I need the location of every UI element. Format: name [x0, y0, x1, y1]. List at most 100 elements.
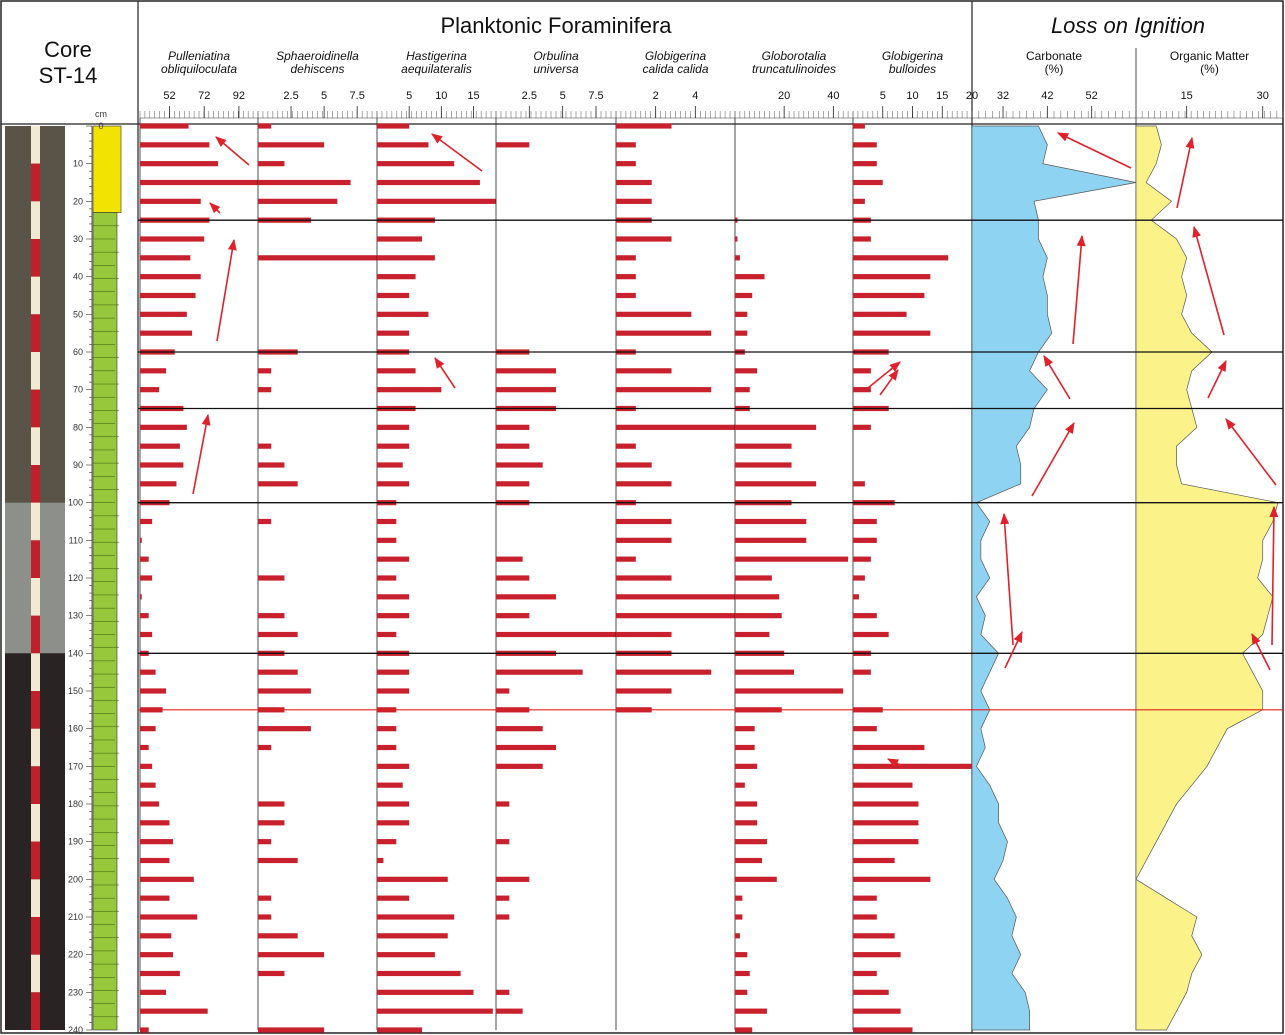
- abundance-bar: [377, 895, 410, 901]
- abundance-bar: [496, 368, 556, 374]
- abundance-bar: [616, 123, 672, 129]
- abundance-bar: [258, 161, 285, 167]
- species-tick-label: 7.5: [588, 90, 603, 102]
- abundance-bar: [377, 123, 410, 129]
- tape-segment: [31, 465, 40, 503]
- tape-segment: [31, 201, 40, 239]
- depth-tick-label: 150: [68, 686, 83, 696]
- tape-segment: [31, 841, 40, 880]
- abundance-bar: [140, 782, 156, 788]
- abundance-bar: [496, 387, 556, 393]
- tape-segment: [31, 540, 40, 578]
- trend-arrow: [434, 357, 456, 389]
- abundance-bar: [140, 857, 170, 864]
- species-tick-label: 20: [966, 90, 978, 102]
- abundance-bar: [140, 274, 201, 280]
- species-name-line1: Hastigerina: [406, 49, 467, 63]
- abundance-bar: [496, 688, 510, 694]
- species-tick-label: 4: [692, 90, 698, 102]
- abundance-bar: [853, 763, 972, 769]
- depth-tick-label: 100: [68, 498, 83, 508]
- abundance-bar: [258, 575, 285, 581]
- trend-arrow: [215, 136, 250, 166]
- abundance-bar: [258, 123, 272, 129]
- abundance-bar: [377, 933, 448, 939]
- abundance-bar: [377, 481, 410, 487]
- species-tick-label: 72: [198, 90, 210, 102]
- trend-arrow: [1225, 418, 1277, 486]
- abundance-bar: [496, 763, 543, 769]
- abundance-bar: [140, 594, 142, 600]
- abundance-bar: [140, 970, 180, 977]
- abundance-bar: [140, 462, 184, 468]
- depth-tick-label: 220: [68, 950, 83, 960]
- depth-tick-label: 0: [98, 121, 103, 131]
- abundance-bar: [140, 914, 198, 920]
- abundance-bar: [735, 914, 743, 920]
- abundance-bar: [140, 1027, 149, 1033]
- depth-tick-label: 200: [68, 874, 83, 884]
- abundance-bar: [377, 274, 416, 280]
- abundance-bar: [140, 255, 191, 261]
- abundance-bar: [140, 952, 173, 958]
- abundance-bar: [140, 895, 170, 901]
- abundance-bar: [496, 142, 530, 148]
- trend-arrow: [886, 758, 903, 768]
- trend-arrow: [879, 369, 899, 396]
- abundance-bar: [735, 443, 792, 449]
- abundance-bar: [140, 631, 153, 638]
- abundance-bar: [377, 462, 403, 468]
- abundance-bar: [258, 1027, 325, 1033]
- trend-arrow: [1000, 512, 1014, 646]
- abundance-bar: [616, 481, 672, 487]
- abundance-bar: [258, 387, 272, 393]
- abundance-bar: [853, 989, 889, 995]
- abundance-bar: [377, 857, 384, 864]
- abundance-bar: [377, 726, 397, 732]
- zone-boundaries: [138, 219, 1283, 711]
- abundance-bar: [853, 631, 889, 638]
- abundance-bar: [140, 744, 149, 751]
- trend-arrows: [192, 132, 1279, 768]
- abundance-bar: [140, 311, 187, 317]
- tape-segment: [31, 126, 40, 164]
- abundance-bar: [377, 914, 455, 920]
- abundance-bar: [735, 744, 755, 751]
- abundance-bar: [377, 782, 403, 788]
- abundance-bar: [735, 782, 745, 788]
- abundance-bar: [496, 989, 510, 995]
- abundance-bar: [496, 613, 530, 619]
- abundance-bar: [140, 123, 189, 129]
- abundance-bar: [735, 292, 753, 299]
- abundance-bar: [735, 1008, 767, 1014]
- abundance-bar: [258, 179, 351, 186]
- depth-tick-label: 210: [68, 912, 83, 922]
- tape-segment: [31, 653, 40, 691]
- abundance-bar: [377, 631, 397, 638]
- abundance-bar: [377, 970, 461, 977]
- depth-tick-label: 120: [68, 573, 83, 583]
- loi-name-line2: (%): [1200, 62, 1219, 76]
- abundance-bar: [735, 311, 748, 317]
- species-name-line2: calida calida: [642, 62, 708, 76]
- abundance-bar: [735, 462, 792, 468]
- abundance-bar: [140, 556, 149, 562]
- abundance-bar: [853, 537, 877, 543]
- abundance-bar: [140, 1008, 208, 1014]
- species-name-line2: universa: [533, 62, 579, 76]
- species-tick-label: 2.5: [283, 90, 298, 102]
- abundance-bar: [496, 839, 510, 845]
- abundance-bar: [853, 1008, 901, 1014]
- loi-panel: Carbonate(%) 32 42 52: [971, 49, 1137, 1031]
- abundance-bar: [377, 1008, 493, 1014]
- abundance-bar: [140, 161, 219, 167]
- abundance-bar: [853, 744, 925, 751]
- abundance-bar: [258, 613, 285, 619]
- tape-segment: [31, 879, 40, 917]
- species-name-line2: dehiscens: [290, 62, 344, 76]
- abundance-bar: [853, 424, 871, 430]
